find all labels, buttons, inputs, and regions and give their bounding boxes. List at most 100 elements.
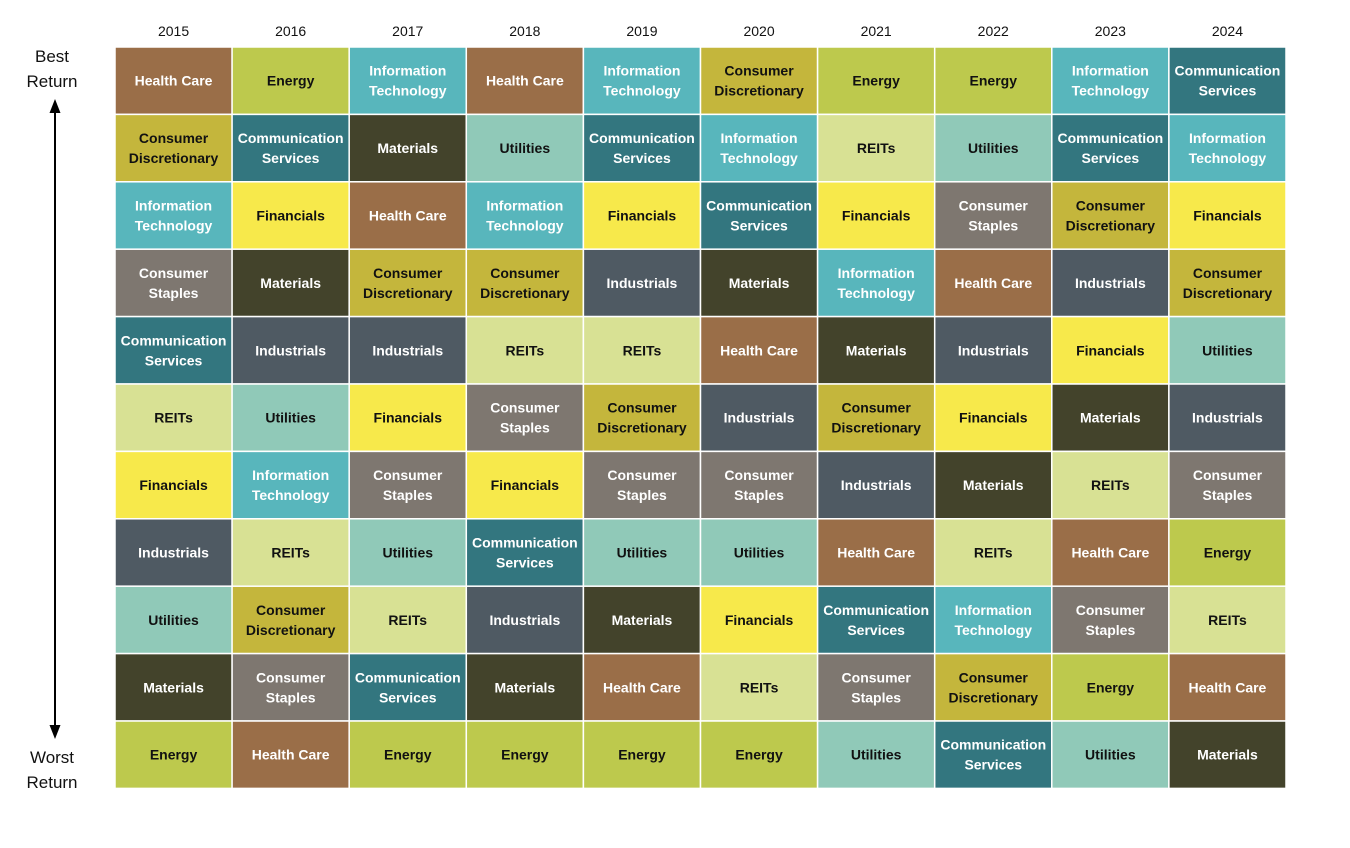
- cell-2018-rank-3-information-technology: Information Technology: [465, 181, 585, 250]
- cell-fill: [816, 181, 936, 250]
- cell-label: Health Care: [603, 679, 681, 695]
- cell-fill: [699, 518, 819, 587]
- cell-label: Utilities: [148, 612, 199, 628]
- cell-label: Discretionary: [1066, 218, 1156, 234]
- cell-fill: [816, 46, 936, 116]
- cell-fill: [348, 383, 468, 453]
- cell-fill: [816, 720, 936, 790]
- cell-label: Services: [145, 352, 203, 368]
- cell-fill: [699, 720, 819, 790]
- cell-2024-rank-9-reits: REITs: [1168, 585, 1287, 655]
- cell-label: Staples: [266, 689, 316, 705]
- cell-2016-rank-7-information-technology: Information Technology: [231, 450, 350, 520]
- cell-label: Energy: [852, 73, 900, 89]
- cell-fill: [114, 248, 233, 318]
- cell-fill: [582, 181, 702, 250]
- cell-label: Industrials: [607, 275, 678, 291]
- cell-label: Health Care: [252, 747, 330, 763]
- cell-label: Technology: [1189, 150, 1267, 166]
- cell-2022-rank-3-consumer-staples: Consumer Staples: [933, 181, 1053, 250]
- cell-2018-rank-11-energy: Energy: [465, 720, 585, 790]
- cell-2021-rank-5-materials: Materials: [816, 315, 936, 385]
- cell-fill: [348, 315, 468, 385]
- cell-label: REITs: [857, 140, 896, 156]
- cell-2021-rank-11-utilities: Utilities: [816, 720, 936, 790]
- cell-fill: [816, 383, 936, 453]
- cell-2021-rank-8-health-care: Health Care: [816, 518, 936, 587]
- cell-2016-rank-9-consumer-discretionary: Consumer Discretionary: [231, 585, 350, 655]
- arrow-head-down: [49, 725, 61, 739]
- cell-fill: [582, 450, 702, 520]
- cell-label: Health Care: [837, 545, 915, 561]
- cell-2023-rank-3-consumer-discretionary: Consumer Discretionary: [1051, 181, 1170, 250]
- cell-label: Financials: [374, 410, 443, 426]
- cell-2016-rank-2-communication-services: Communication Services: [231, 113, 350, 183]
- cell-label: Consumer: [373, 467, 443, 483]
- cell-2022-rank-10-consumer-discretionary: Consumer Discretionary: [933, 652, 1053, 722]
- cell-fill: [816, 518, 936, 587]
- cell-label: Services: [964, 757, 1022, 773]
- cell-2019-rank-7-consumer-staples: Consumer Staples: [582, 450, 702, 520]
- cell-2021-rank-2-reits: REITs: [816, 113, 936, 183]
- cell-2022-rank-9-information-technology: Information Technology: [933, 585, 1053, 655]
- cell-label: Utilities: [500, 140, 551, 156]
- cell-fill: [933, 181, 1053, 250]
- year-header-2022: 2022: [978, 23, 1009, 39]
- cell-fill: [231, 383, 350, 453]
- cell-2021-rank-1-energy: Energy: [816, 46, 936, 116]
- cell-2019-rank-4-industrials: Industrials: [582, 248, 702, 318]
- cell-2024-rank-8-energy: Energy: [1168, 518, 1287, 587]
- cell-label: Communication: [706, 198, 812, 214]
- cell-label: Consumer: [607, 400, 677, 416]
- cell-2024-rank-6-industrials: Industrials: [1168, 383, 1287, 453]
- cell-label: Technology: [720, 150, 798, 166]
- cell-label: Industrials: [724, 410, 795, 426]
- cell-label: REITs: [974, 545, 1013, 561]
- cell-label: Communication: [1057, 130, 1163, 146]
- cell-2021-rank-6-consumer-discretionary: Consumer Discretionary: [816, 383, 936, 453]
- cell-fill: [1168, 248, 1287, 318]
- cell-label: Discretionary: [949, 689, 1039, 705]
- cell-label: Health Care: [369, 208, 447, 224]
- cell-fill: [114, 720, 233, 790]
- cell-fill: [231, 46, 350, 116]
- cell-label: Services: [379, 689, 437, 705]
- cell-label: Information: [1072, 63, 1149, 79]
- cell-2017-rank-3-health-care: Health Care: [348, 181, 468, 250]
- cell-2023-rank-10-energy: Energy: [1051, 652, 1170, 722]
- cell-2015-rank-10-materials: Materials: [114, 652, 233, 722]
- cell-2022-rank-4-health-care: Health Care: [933, 248, 1053, 318]
- cell-label: Staples: [734, 487, 784, 503]
- cell-label: REITs: [506, 342, 545, 358]
- cell-2015-rank-4-consumer-staples: Consumer Staples: [114, 248, 233, 318]
- cell-fill: [582, 46, 702, 116]
- cell-fill: [465, 248, 585, 318]
- cell-2024-rank-10-health-care: Health Care: [1168, 652, 1287, 722]
- cell-label: Technology: [135, 218, 213, 234]
- cell-fill: [231, 248, 350, 318]
- cell-label: Materials: [494, 679, 555, 695]
- cell-label: Communication: [1175, 63, 1281, 79]
- cell-label: Services: [730, 218, 788, 234]
- cell-label: Consumer: [607, 467, 677, 483]
- year-header-2015: 2015: [158, 23, 189, 39]
- cell-2022-rank-6-financials: Financials: [933, 383, 1053, 453]
- cell-label: Discretionary: [480, 285, 570, 301]
- cell-label: Consumer: [842, 400, 912, 416]
- cell-label: Discretionary: [363, 285, 453, 301]
- cell-label: Financials: [1193, 208, 1262, 224]
- cell-fill: [1168, 46, 1287, 116]
- cell-2022-rank-7-materials: Materials: [933, 450, 1053, 520]
- cell-2020-rank-3-communication-services: Communication Services: [699, 181, 819, 250]
- cell-fill: [1051, 383, 1170, 453]
- cell-2023-rank-7-reits: REITs: [1051, 450, 1170, 520]
- cell-2023-rank-2-communication-services: Communication Services: [1051, 113, 1170, 183]
- best-return-label: Best Return: [6, 44, 98, 94]
- cell-2022-rank-11-communication-services: Communication Services: [933, 720, 1053, 790]
- cell-label: Technology: [252, 487, 330, 503]
- year-header-2020: 2020: [743, 23, 774, 39]
- cell-label: Utilities: [617, 545, 668, 561]
- cell-fill: [933, 46, 1053, 116]
- cell-label: Materials: [260, 275, 321, 291]
